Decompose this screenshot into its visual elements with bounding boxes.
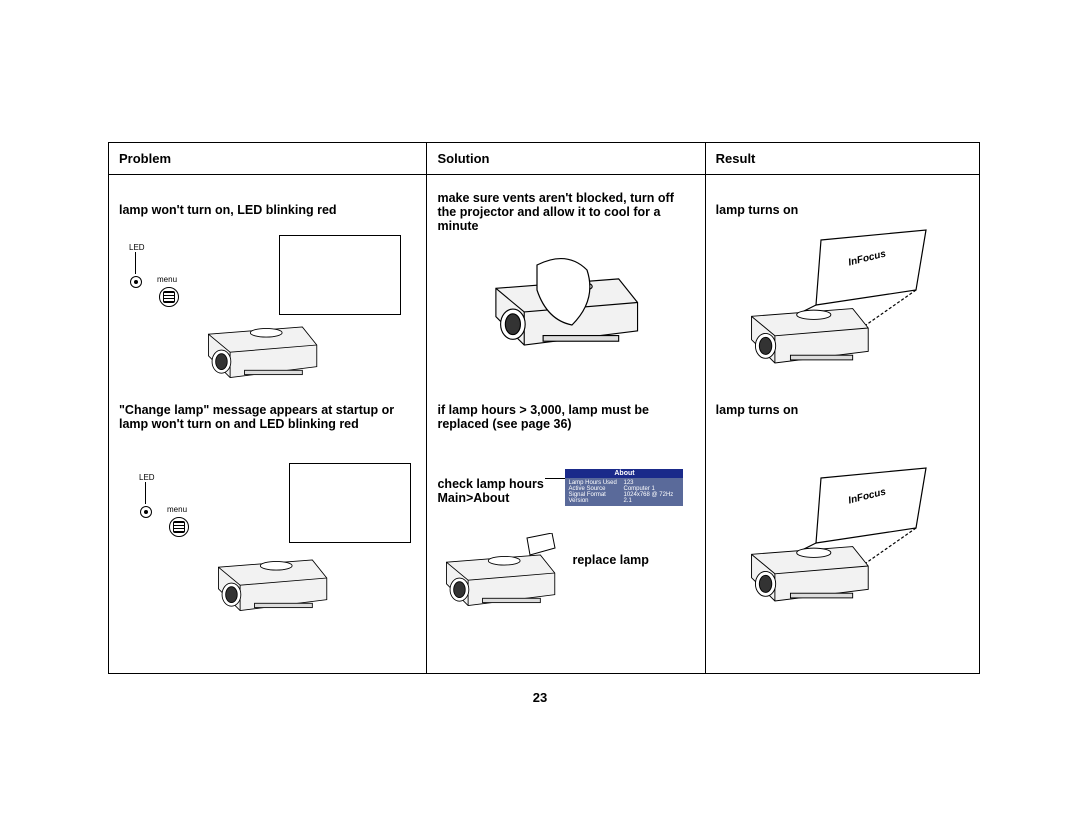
- led-indicator-icon: [130, 276, 142, 288]
- cell-solution-2: if lamp hours > 3,000, lamp must be repl…: [427, 393, 705, 673]
- menu-label: menu: [157, 275, 177, 284]
- menu-button-icon: [169, 517, 189, 537]
- projector-replace-lamp-icon: [432, 533, 562, 623]
- cell-result-1: lamp turns on InFocus: [706, 175, 979, 393]
- cell-solution-1: make sure vents aren't blocked, turn off…: [427, 175, 705, 393]
- troubleshooting-table: Problem Solution Result lamp won't turn …: [108, 142, 980, 674]
- about-row-label: Version: [568, 498, 623, 504]
- projector-cooling-icon: [477, 250, 647, 380]
- led-indicator-icon: [140, 506, 152, 518]
- cell-result-2: lamp turns on InFocus: [706, 393, 979, 673]
- menu-button-icon: [159, 287, 179, 307]
- about-body: Lamp Hours Used123 Active SourceComputer…: [565, 478, 683, 506]
- callout-line-icon: [545, 478, 565, 479]
- header-result: Result: [706, 143, 979, 174]
- page-number: 23: [0, 690, 1080, 705]
- about-title: About: [565, 469, 683, 478]
- led-label: LED: [129, 243, 145, 252]
- solution-text-2: if lamp hours > 3,000, lamp must be repl…: [437, 403, 694, 431]
- table-row: lamp won't turn on, LED blinking red LED…: [109, 175, 979, 393]
- table-row: "Change lamp" message appears at startup…: [109, 393, 979, 673]
- problem-text-1: lamp won't turn on, LED blinking red: [119, 203, 416, 217]
- led-label: LED: [139, 473, 155, 482]
- blank-screen-icon: [289, 463, 411, 543]
- led-callout-line: [145, 482, 146, 504]
- cell-problem-1: lamp won't turn on, LED blinking red LED…: [109, 175, 427, 393]
- table-header-row: Problem Solution Result: [109, 143, 979, 175]
- led-callout-line: [135, 252, 136, 274]
- about-row-value: 2.1: [623, 498, 631, 504]
- replace-lamp-label: replace lamp: [572, 553, 648, 567]
- menu-label: menu: [167, 505, 187, 514]
- solution-text-1: make sure vents aren't blocked, turn off…: [437, 191, 694, 233]
- projector-screen-on-icon: [736, 463, 936, 613]
- problem-text-2: "Change lamp" message appears at startup…: [119, 403, 416, 431]
- blank-screen-icon: [279, 235, 401, 315]
- projector-icon: [194, 305, 324, 385]
- header-problem: Problem: [109, 143, 427, 174]
- projector-screen-on-icon: [736, 225, 936, 375]
- header-solution: Solution: [427, 143, 705, 174]
- result-text-2: lamp turns on: [716, 403, 969, 417]
- projector-icon: [204, 538, 334, 618]
- about-menu-panel: About Lamp Hours Used123 Active SourceCo…: [565, 469, 683, 506]
- cell-problem-2: "Change lamp" message appears at startup…: [109, 393, 427, 673]
- result-text-1: lamp turns on: [716, 203, 969, 217]
